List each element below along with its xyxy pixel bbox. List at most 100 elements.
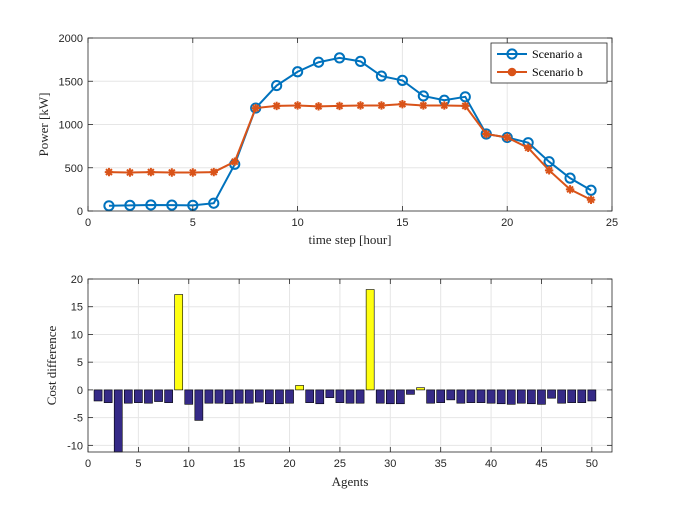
series-1-point — [292, 66, 304, 78]
bar — [516, 389, 526, 404]
bar — [144, 389, 153, 404]
legend-marker — [507, 67, 517, 77]
x-tick-label: 20 — [283, 458, 295, 470]
legend-marker — [506, 48, 518, 60]
bar — [103, 389, 113, 403]
bar — [476, 389, 486, 403]
series-1-point — [396, 74, 408, 86]
y-tick-label: 5 — [77, 357, 83, 369]
series-1-point — [333, 52, 346, 64]
series-1-point — [459, 91, 471, 103]
series-2-point — [482, 129, 491, 139]
power-line-chart: 0 5 10 15 20 25 0 500 1000 1500 2000 time step [hou… — [36, 33, 618, 247]
y-tick-label: 0 — [77, 385, 83, 397]
bar — [305, 389, 315, 403]
bar — [275, 389, 284, 405]
bar — [587, 389, 597, 402]
series-2-point — [565, 185, 575, 194]
series-2-point — [335, 101, 344, 111]
series-2-point — [230, 157, 239, 166]
series-2-point — [461, 101, 470, 111]
x-tick-label: 45 — [535, 458, 547, 470]
series-2-point — [523, 143, 533, 153]
series-2-point — [125, 168, 135, 177]
bar — [134, 389, 143, 403]
bar — [416, 387, 425, 391]
x-tick-label: 5 — [190, 217, 196, 229]
bar — [567, 389, 577, 403]
series-1-point — [375, 70, 388, 82]
series-2-point — [209, 167, 218, 177]
bar — [385, 389, 395, 405]
bar — [527, 389, 536, 405]
y-axis-label: Cost difference — [44, 326, 59, 406]
series-2-point — [104, 167, 114, 177]
x-tick-label: 25 — [334, 458, 346, 470]
x-axis-label: Agents — [332, 474, 369, 489]
plot-area — [88, 279, 612, 452]
series-1-point — [354, 55, 367, 67]
axes-box — [87, 278, 613, 453]
bar — [285, 389, 294, 404]
y-tick-label: -10 — [67, 440, 83, 452]
bar — [486, 389, 496, 404]
series-2-point — [188, 168, 197, 177]
bar — [396, 389, 405, 405]
bar — [436, 389, 446, 403]
bar — [355, 389, 365, 404]
series-2-point — [377, 101, 386, 110]
bar — [244, 389, 254, 404]
bar — [174, 294, 184, 391]
x-tick-label: 50 — [586, 458, 598, 470]
legend-box — [490, 42, 608, 84]
bar — [506, 389, 516, 405]
series-2-point — [440, 101, 449, 110]
bar — [496, 389, 506, 405]
bar — [345, 389, 355, 404]
y-tick-label: 20 — [71, 274, 83, 286]
series-2-point — [503, 133, 512, 142]
series-2-point — [251, 103, 260, 113]
y-tick-label: -5 — [73, 413, 83, 425]
series-1-point — [271, 79, 283, 92]
x-tick-label: 35 — [435, 458, 447, 470]
bar — [254, 389, 264, 403]
legend-entry: Scenario a — [532, 47, 583, 61]
bar — [557, 389, 566, 404]
bar — [265, 389, 274, 405]
bar — [375, 389, 385, 404]
bar — [547, 389, 556, 399]
y-tick-label: 1500 — [59, 76, 83, 88]
bar — [325, 389, 335, 398]
legend: Scenario a Scenario b — [490, 42, 608, 84]
series-2-point — [419, 101, 428, 110]
bar — [295, 385, 304, 391]
x-tick-label: 20 — [501, 217, 513, 229]
bar — [164, 389, 173, 403]
bar — [93, 389, 103, 402]
y-axis-label: Power [kW] — [36, 93, 51, 157]
x-tick-label: 25 — [606, 217, 618, 229]
y-tick-label: 0 — [77, 206, 83, 218]
series-2-point — [167, 168, 177, 177]
bar — [204, 389, 214, 404]
bar — [456, 389, 466, 404]
bar — [184, 389, 194, 405]
series-2-point — [314, 102, 323, 111]
x-tick-label: 10 — [291, 217, 303, 229]
series-1-point — [312, 56, 325, 68]
series-1-point — [145, 199, 157, 211]
series-2-point — [356, 101, 365, 110]
series-1-point — [166, 199, 178, 211]
y-tick-label: 15 — [71, 302, 83, 314]
series-2-point — [544, 166, 554, 175]
bar — [194, 389, 204, 421]
series-1-point — [208, 197, 220, 209]
x-tick-label: 0 — [85, 217, 91, 229]
y-tick-label: 2000 — [59, 33, 83, 45]
series-2-point — [146, 167, 156, 177]
x-tick-label: 5 — [135, 458, 141, 470]
series-1-point — [585, 184, 597, 196]
y-tick-label: 10 — [71, 329, 83, 341]
